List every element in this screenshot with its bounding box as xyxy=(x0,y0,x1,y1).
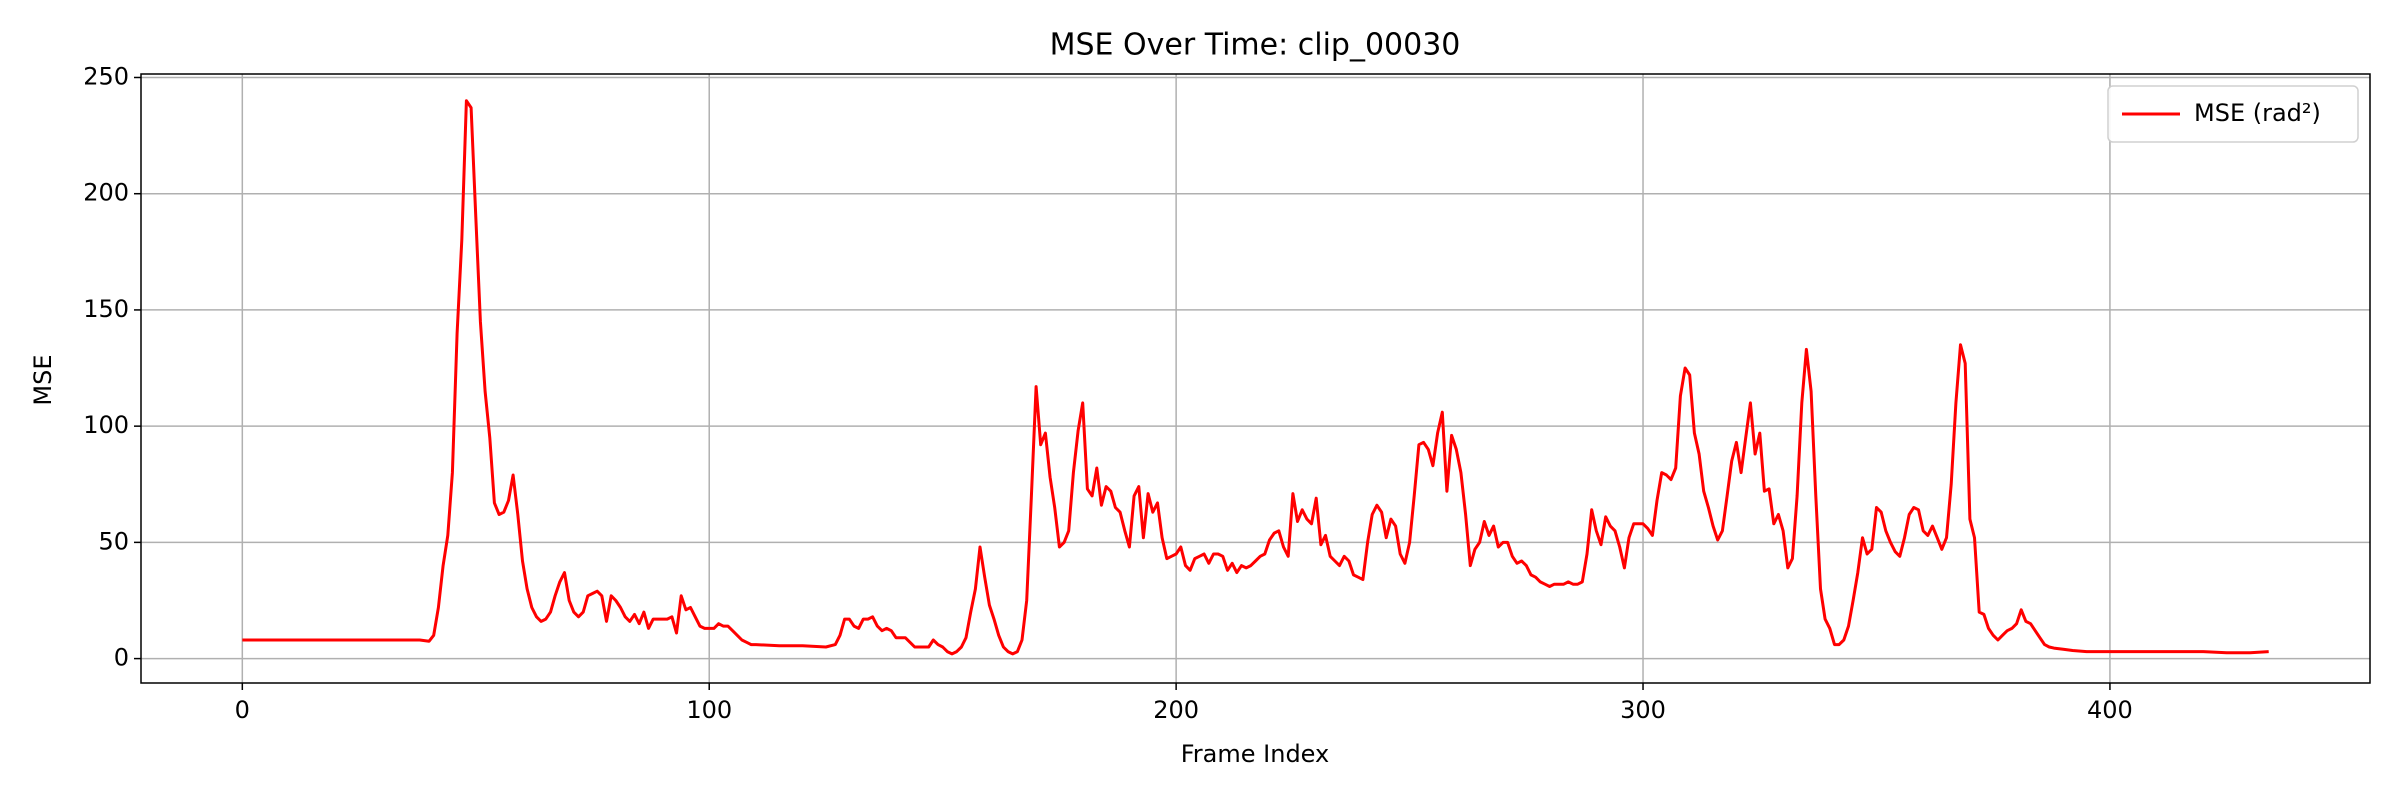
y-tick-label: 150 xyxy=(83,295,129,323)
x-tick-label: 400 xyxy=(2087,696,2133,724)
x-axis-label: Frame Index xyxy=(1181,740,1329,768)
x-tick-label: 100 xyxy=(686,696,732,724)
chart-title: MSE Over Time: clip_00030 xyxy=(1050,28,1461,63)
y-axis-label: MSE xyxy=(29,354,57,405)
y-tick-label: 0 xyxy=(114,644,129,672)
x-tick-label: 300 xyxy=(1620,696,1666,724)
legend-label: MSE (rad²) xyxy=(2194,99,2321,127)
x-tick-label: 0 xyxy=(235,696,250,724)
data-line xyxy=(242,99,2269,656)
plot-frame xyxy=(140,73,2371,684)
y-tick-label: 200 xyxy=(83,179,129,207)
y-tick-label: 100 xyxy=(83,411,129,439)
legend-box xyxy=(2107,85,2359,143)
y-tick-label: 250 xyxy=(83,62,129,90)
x-tick-label: 200 xyxy=(1153,696,1199,724)
y-tick-label: 50 xyxy=(98,527,129,555)
